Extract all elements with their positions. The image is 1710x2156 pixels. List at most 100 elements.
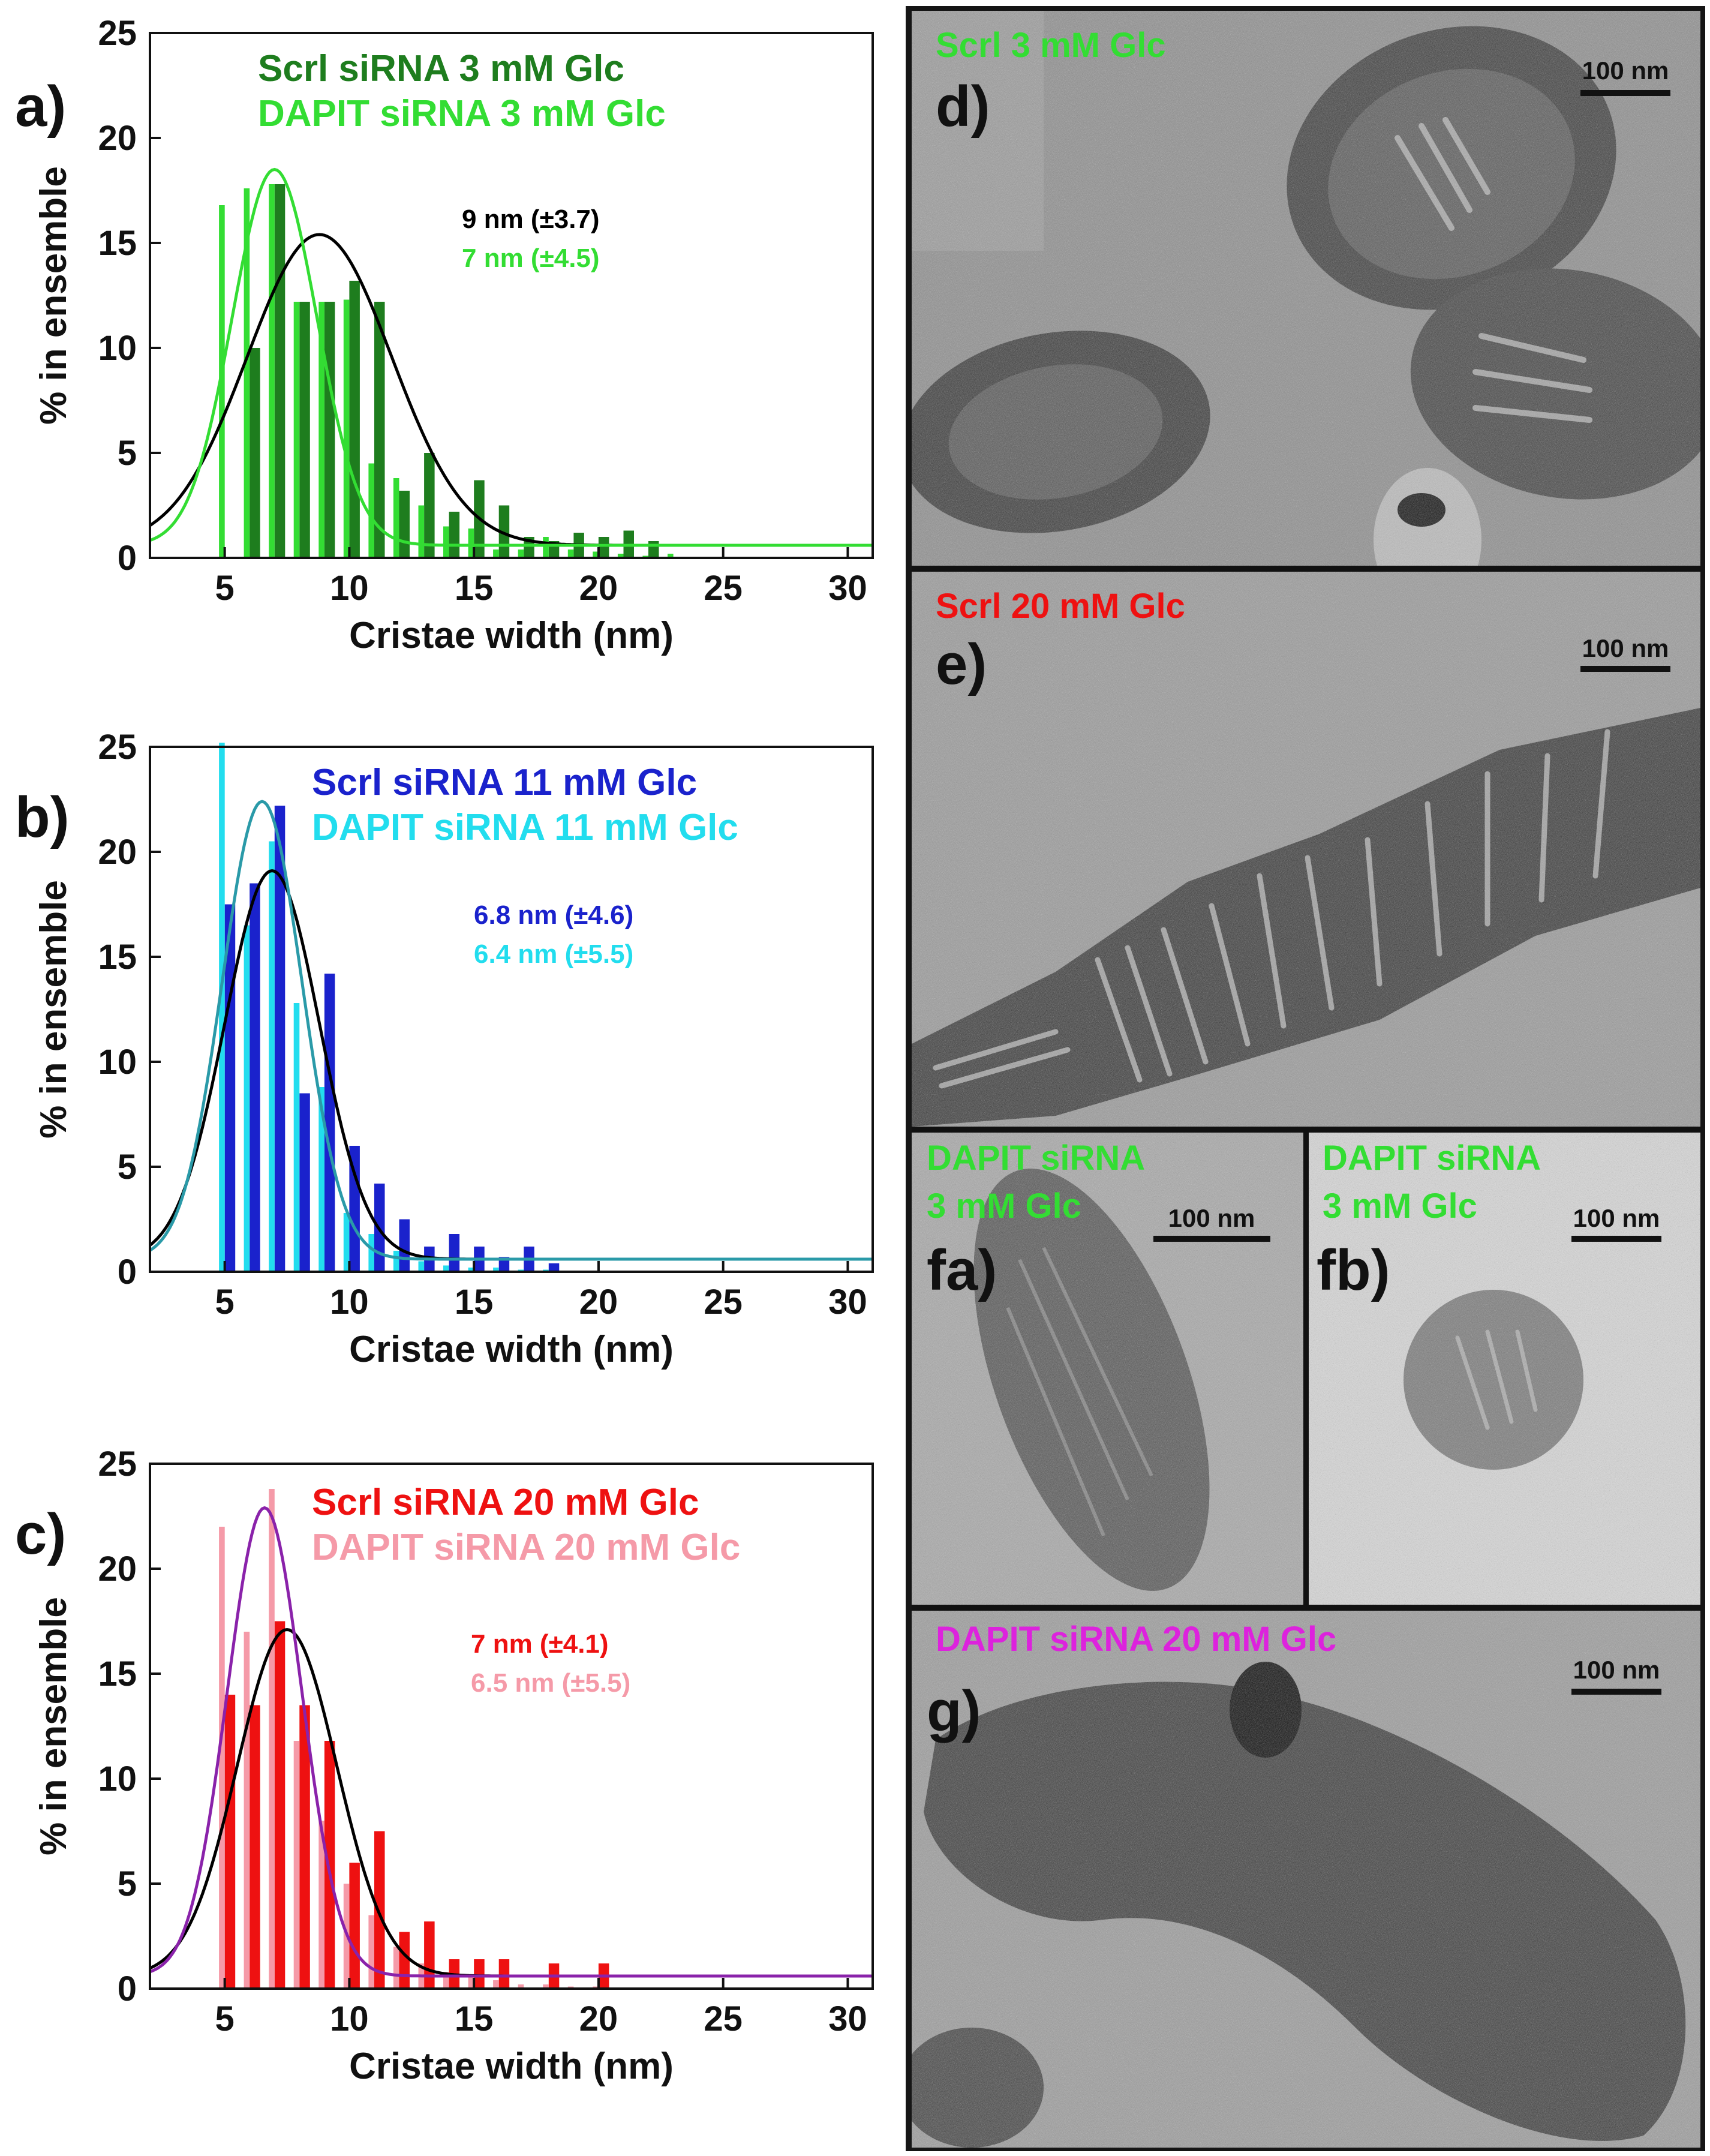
x-axis-title: Cristae width (nm) (349, 2046, 674, 2087)
x-tick-label: 15 (455, 1999, 494, 2038)
panel-letter: b) (15, 785, 70, 849)
bar-dapit-15 (468, 529, 474, 558)
legend-entry-scrl: Scrl siRNA 20 mM Glc (312, 1482, 699, 1523)
bar-dapit-17 (518, 549, 524, 558)
micrograph-d-label: Scrl 3 mM Glc (936, 26, 1166, 65)
bar-dapit-15 (468, 1268, 474, 1272)
y-tick-label: 0 (118, 539, 137, 578)
bar-dapit-7 (269, 1489, 275, 1989)
micrograph-e-panel-letter: e) (936, 632, 987, 696)
scale-bar-fb (1571, 1236, 1661, 1242)
x-tick-label: 25 (704, 1999, 743, 2038)
legend-entry-scrl: Scrl siRNA 3 mM Glc (258, 48, 624, 89)
x-tick-label: 15 (455, 1283, 494, 1322)
bar-dapit-16 (493, 1268, 499, 1272)
bar-scrl-10 (349, 281, 360, 558)
bar-scrl-16 (498, 1257, 510, 1272)
micrograph-fb (1309, 1133, 1700, 1605)
y-tick-label: 10 (98, 1043, 137, 1082)
plot-frame (149, 1463, 874, 1990)
y-tick-label: 10 (98, 329, 137, 368)
y-tick-label: 25 (98, 1445, 137, 1484)
bar-scrl-22 (648, 541, 659, 558)
scale-label-d: 100 nm (1582, 56, 1669, 85)
y-tick-label: 5 (118, 1148, 137, 1187)
bar-scrl-7 (274, 1621, 285, 1989)
bar-scrl-12 (399, 491, 410, 558)
bar-scrl-6 (250, 1705, 260, 1989)
legend-entry-dapit: DAPIT siRNA 11 mM Glc (312, 807, 738, 848)
bar-scrl-8 (299, 1705, 310, 1989)
micrograph-fa-label-line2: 3 mM Glc (927, 1187, 1081, 1226)
bar-dapit-13 (418, 505, 425, 558)
x-tick-label: 5 (215, 1999, 235, 2038)
micrograph-g (912, 1611, 1700, 2148)
scale-bar-fa (1153, 1236, 1270, 1242)
fit-annotation-dapit: 7 nm (±4.5) (462, 244, 600, 273)
panel-letter: a) (15, 74, 66, 139)
y-tick-label: 20 (98, 1550, 137, 1589)
bar-dapit-11 (368, 1915, 374, 1989)
micrograph-fa-panel-letter: fa) (927, 1238, 997, 1302)
bar-dapit-5 (219, 1527, 225, 1989)
bar-scrl-7 (274, 184, 285, 558)
bar-scrl-9 (324, 974, 335, 1272)
y-tick-label: 20 (98, 833, 137, 872)
x-tick-label: 30 (828, 1283, 867, 1322)
fit-annotation-dapit: 6.5 nm (±5.5) (471, 1668, 630, 1698)
x-tick-label: 10 (330, 569, 369, 608)
panel-letter: c) (15, 1502, 66, 1566)
y-tick-label: 20 (98, 119, 137, 158)
micrograph-fa-label-line1: DAPIT siRNA (927, 1139, 1145, 1178)
x-axis-title: Cristae width (nm) (349, 1329, 674, 1370)
bar-dapit-18 (543, 1984, 549, 1989)
micrograph-g-panel-letter: g) (927, 1679, 981, 1743)
bar-scrl-16 (498, 1959, 510, 1989)
plot-frame (149, 32, 874, 559)
bar-dapit-10 (343, 1213, 350, 1272)
bar-scrl-15 (474, 1959, 485, 1989)
legend-entry-dapit: DAPIT siRNA 3 mM Glc (258, 93, 666, 134)
x-tick-label: 15 (455, 569, 494, 608)
bar-dapit-8 (293, 1003, 300, 1272)
x-tick-label: 30 (828, 1999, 867, 2038)
chart-panel-c: 5 10 15 20 25 30 0 5 10 15 20 25 Cristae width (nm)%… (15, 1445, 874, 2087)
bar-scrl-20 (598, 537, 609, 558)
y-axis-title: % in ensemble (33, 880, 74, 1139)
bar-scrl-9 (324, 1741, 335, 1989)
bar-dapit-11 (368, 1234, 374, 1272)
bar-scrl-11 (374, 302, 385, 558)
y-tick-label: 5 (118, 434, 137, 473)
bar-dapit-6 (244, 925, 250, 1272)
bar-scrl-12 (399, 1219, 410, 1272)
bar-dapit-15 (468, 1976, 474, 1989)
bar-scrl-9 (324, 302, 335, 558)
y-axis-title: % in ensemble (33, 166, 74, 425)
bar-dapit-18 (543, 537, 549, 558)
bar-dapit-9 (318, 302, 324, 558)
y-tick-label: 25 (98, 728, 137, 767)
bar-dapit-9 (318, 1087, 324, 1272)
y-axis-title: % in ensemble (33, 1597, 74, 1855)
x-tick-label: 20 (579, 569, 618, 608)
bar-scrl-18 (548, 1263, 560, 1272)
plot-frame (149, 746, 874, 1273)
fit-annotation-dapit: 6.4 nm (±5.5) (474, 939, 633, 969)
bar-scrl-6 (250, 883, 260, 1272)
legend-entry-scrl: Scrl siRNA 11 mM Glc (312, 762, 697, 803)
chart-panel-a: 5 10 15 20 25 30 0 5 10 15 20 25 Cristae width (nm)%… (15, 14, 874, 656)
fit-curve-dapit (149, 1506, 873, 1978)
fit-annotation-scrl: 6.8 nm (±4.6) (474, 900, 633, 930)
bar-dapit-6 (244, 188, 250, 558)
bar-dapit-11 (368, 463, 374, 558)
x-tick-label: 10 (330, 1999, 369, 2038)
bar-dapit-12 (393, 478, 399, 558)
bar-dapit-12 (393, 1251, 399, 1272)
micrograph-g-label: DAPIT siRNA 20 mM Glc (936, 1620, 1336, 1659)
bar-dapit-21 (617, 554, 624, 558)
bar-dapit-14 (443, 1972, 449, 1989)
bar-dapit-20 (593, 551, 599, 558)
micrograph-fb-panel-letter: fb) (1317, 1238, 1390, 1302)
bar-dapit-12 (393, 1947, 399, 1989)
bar-dapit-7 (269, 184, 275, 558)
